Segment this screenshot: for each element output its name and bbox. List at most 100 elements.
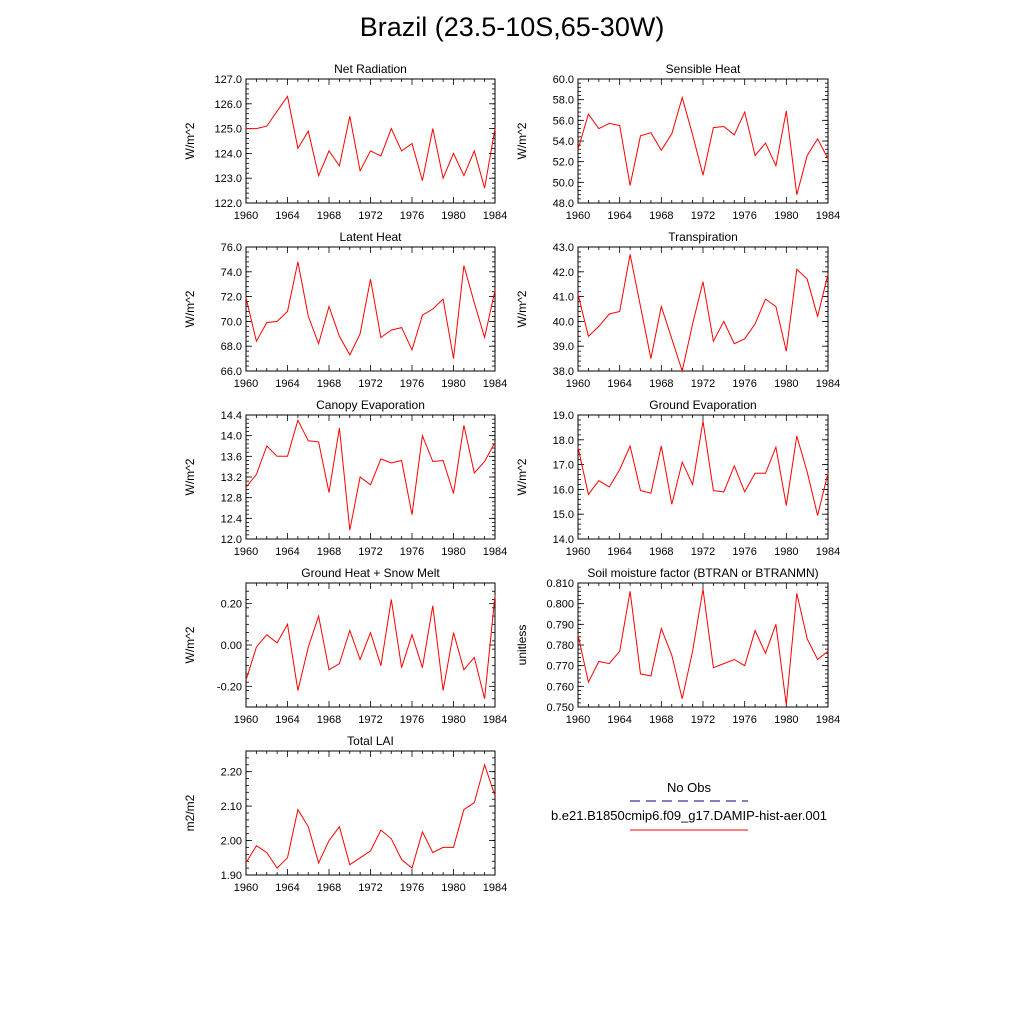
x-tick-label: 1984 xyxy=(816,210,840,222)
x-tick-label: 1968 xyxy=(649,378,673,390)
x-tick-label: 1964 xyxy=(275,378,299,390)
y-tick-label: 12.4 xyxy=(221,513,242,525)
y-tick-label: 50.0 xyxy=(553,177,574,189)
y-axis-label: m2/m2 xyxy=(183,794,197,831)
x-tick-label: 1984 xyxy=(816,378,840,390)
y-tick-label: 13.2 xyxy=(221,472,242,484)
x-tick-label: 1980 xyxy=(441,378,465,390)
x-tick-label: 1960 xyxy=(234,882,258,894)
x-tick-label: 1980 xyxy=(441,210,465,222)
y-tick-label: 70.0 xyxy=(221,316,242,328)
y-tick-label: 2.00 xyxy=(221,836,242,848)
x-tick-label: 1972 xyxy=(358,882,382,894)
x-tick-label: 1968 xyxy=(649,714,673,726)
series-line xyxy=(245,418,496,531)
x-tick-label: 1960 xyxy=(234,546,258,558)
y-tick-label: 43.0 xyxy=(553,242,574,254)
y-tick-label: 17.0 xyxy=(553,460,574,472)
y-tick-label: 0.800 xyxy=(546,599,574,611)
y-axis-label: unitless xyxy=(515,625,529,666)
panel-title: Transpiration xyxy=(668,230,738,244)
x-tick-label: 1984 xyxy=(816,546,840,558)
x-tick-label: 1980 xyxy=(441,882,465,894)
x-tick-label: 1968 xyxy=(317,378,341,390)
panel-2: Sensible Heat W/m^2 1960 1964 1968 1972 1976 19… xyxy=(515,62,840,222)
y-tick-label: 41.0 xyxy=(553,292,574,304)
y-tick-label: 18.0 xyxy=(553,435,574,447)
x-tick-label: 1960 xyxy=(234,210,258,222)
x-tick-label: 1960 xyxy=(566,714,590,726)
panel-8: Soil moisture factor (BTRAN or BTRANMN) u… xyxy=(515,566,840,726)
x-tick-label: 1984 xyxy=(483,714,507,726)
y-axis-label: W/m^2 xyxy=(515,458,529,495)
y-tick-label: 2.10 xyxy=(221,801,242,813)
y-tick-label: 1.90 xyxy=(221,870,242,882)
plot-frame xyxy=(245,750,496,876)
panel-title: Soil moisture factor (BTRAN or BTRANMN) xyxy=(587,566,818,580)
y-tick-label: 123.0 xyxy=(214,173,242,185)
y-tick-label: 52.0 xyxy=(553,157,574,169)
panel-7: Ground Heat + Snow Melt W/m^2 1960 1964 1968… xyxy=(183,566,507,726)
series-line xyxy=(245,763,496,869)
y-tick-label: 0.00 xyxy=(221,640,242,652)
y-tick-label: 12.0 xyxy=(221,534,242,546)
x-tick-label: 1976 xyxy=(400,210,424,222)
y-tick-label: 74.0 xyxy=(221,267,242,279)
x-tick-label: 1972 xyxy=(358,546,382,558)
y-tick-label: -0.20 xyxy=(217,681,242,693)
y-tick-label: 0.20 xyxy=(221,599,242,611)
x-tick-label: 1972 xyxy=(691,378,715,390)
panel-title: Ground Evaporation xyxy=(649,398,756,412)
panel-9: Total LAI m2/m2 1960 1964 1968 1972 1976 1980 19… xyxy=(183,734,507,894)
y-tick-label: 19.0 xyxy=(553,410,574,422)
plot-frame xyxy=(245,246,496,372)
y-tick-label: 0.780 xyxy=(546,640,574,652)
y-tick-label: 39.0 xyxy=(553,341,574,353)
panel-title: Latent Heat xyxy=(339,230,402,244)
y-tick-label: 14.0 xyxy=(221,431,242,443)
y-tick-label: 60.0 xyxy=(553,74,574,86)
y-tick-label: 0.770 xyxy=(546,661,574,673)
panel-title: Total LAI xyxy=(347,734,394,748)
x-tick-label: 1964 xyxy=(607,714,631,726)
series-line xyxy=(245,261,496,359)
x-tick-label: 1976 xyxy=(732,210,756,222)
x-tick-label: 1964 xyxy=(275,210,299,222)
x-tick-label: 1968 xyxy=(317,714,341,726)
x-tick-label: 1968 xyxy=(649,210,673,222)
panel-4: Transpiration W/m^2 1960 1964 1968 1972 1976 19… xyxy=(515,230,840,390)
y-tick-label: 12.8 xyxy=(221,493,242,505)
y-tick-label: 40.0 xyxy=(553,316,574,328)
x-tick-label: 1980 xyxy=(441,714,465,726)
x-tick-label: 1968 xyxy=(317,546,341,558)
y-tick-label: 0.810 xyxy=(546,578,574,590)
y-tick-label: 2.20 xyxy=(221,767,242,779)
y-tick-label: 48.0 xyxy=(553,198,574,210)
panels: Net Radiation W/m^2 1960 1964 1968 1972 1976 19… xyxy=(183,62,840,894)
legend-model-label: b.e21.B1850cmip6.f09_g17.DAMIP-hist-aer.… xyxy=(551,808,827,823)
y-axis-label: W/m^2 xyxy=(183,122,197,159)
y-axis-label: W/m^2 xyxy=(183,458,197,495)
x-tick-label: 1972 xyxy=(358,210,382,222)
y-tick-label: 0.790 xyxy=(546,619,574,631)
x-tick-label: 1976 xyxy=(732,714,756,726)
legend-obs-label: No Obs xyxy=(667,780,712,795)
panel-title: Sensible Heat xyxy=(666,62,741,76)
x-tick-label: 1976 xyxy=(400,882,424,894)
y-tick-label: 126.0 xyxy=(214,99,242,111)
x-tick-label: 1964 xyxy=(275,546,299,558)
plot-frame xyxy=(577,582,829,708)
x-tick-label: 1968 xyxy=(649,546,673,558)
x-tick-label: 1984 xyxy=(483,210,507,222)
x-tick-label: 1980 xyxy=(774,210,798,222)
x-tick-label: 1976 xyxy=(732,378,756,390)
x-tick-label: 1984 xyxy=(483,378,507,390)
panel-6: Ground Evaporation W/m^2 1960 1964 1968 1972 1… xyxy=(515,398,840,558)
x-tick-label: 1976 xyxy=(400,378,424,390)
series-line xyxy=(577,589,829,705)
x-tick-label: 1964 xyxy=(275,882,299,894)
x-tick-label: 1964 xyxy=(275,714,299,726)
x-tick-label: 1980 xyxy=(774,714,798,726)
panel-title: Canopy Evaporation xyxy=(316,398,425,412)
